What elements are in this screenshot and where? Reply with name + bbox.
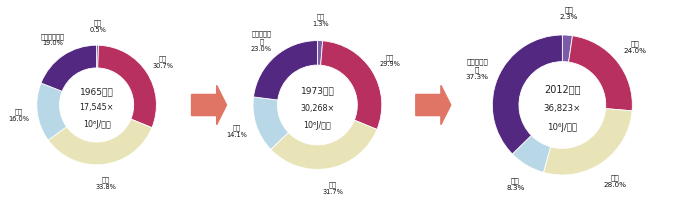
Text: 冷房
1.3%: 冷房 1.3% (313, 13, 329, 27)
Text: 厨房
16.0%: 厨房 16.0% (8, 108, 29, 122)
Wedge shape (513, 135, 551, 172)
Text: 約1.2倍: 約1.2倍 (420, 101, 447, 109)
Text: 1973年度: 1973年度 (301, 86, 334, 95)
Wedge shape (544, 109, 632, 175)
Text: 約1.7倍: 約1.7倍 (196, 101, 223, 109)
Text: 動力・照明
他
23.0%: 動力・照明 他 23.0% (250, 31, 272, 52)
Text: 動力・照明他
19.0%: 動力・照明他 19.0% (40, 33, 64, 46)
Wedge shape (253, 41, 317, 100)
Wedge shape (569, 36, 632, 111)
Text: 1965年度: 1965年度 (80, 87, 113, 96)
Text: 2012年度: 2012年度 (544, 85, 580, 94)
Text: 給湯
31.7%: 給湯 31.7% (323, 182, 344, 195)
Text: 30,268×: 30,268× (300, 104, 335, 113)
Text: 冷房
0.5%: 冷房 0.5% (90, 19, 106, 33)
Wedge shape (41, 45, 97, 91)
Wedge shape (48, 119, 152, 165)
Wedge shape (37, 83, 67, 140)
FancyArrow shape (416, 85, 451, 125)
Wedge shape (321, 41, 382, 129)
Wedge shape (493, 35, 562, 154)
Wedge shape (98, 45, 157, 128)
Wedge shape (562, 35, 573, 62)
Text: 給湯
28.0%: 給湯 28.0% (604, 174, 627, 188)
Text: 厨房
14.1%: 厨房 14.1% (226, 125, 247, 138)
Text: 17,545×: 17,545× (79, 104, 114, 113)
Wedge shape (270, 120, 377, 169)
Text: 10⁶J/世帯: 10⁶J/世帯 (83, 120, 110, 129)
Wedge shape (97, 45, 99, 68)
Text: 36,823×: 36,823× (544, 104, 581, 113)
Text: 厨房
8.3%: 厨房 8.3% (506, 178, 524, 191)
Text: 冷房
2.3%: 冷房 2.3% (560, 6, 578, 20)
Text: 暖房
30.7%: 暖房 30.7% (152, 55, 173, 69)
Text: 10⁶J/世帯: 10⁶J/世帯 (547, 123, 578, 132)
Text: 動力・照明
他
37.3%: 動力・照明 他 37.3% (466, 59, 489, 80)
FancyArrow shape (192, 85, 226, 125)
Text: 暖房
29.9%: 暖房 29.9% (380, 54, 400, 67)
Text: 給湯
33.8%: 給湯 33.8% (95, 177, 117, 190)
Wedge shape (253, 97, 288, 149)
Wedge shape (317, 41, 323, 65)
Text: 暖房
24.0%: 暖房 24.0% (623, 41, 647, 54)
Text: 10⁶J/世帯: 10⁶J/世帯 (304, 121, 331, 130)
